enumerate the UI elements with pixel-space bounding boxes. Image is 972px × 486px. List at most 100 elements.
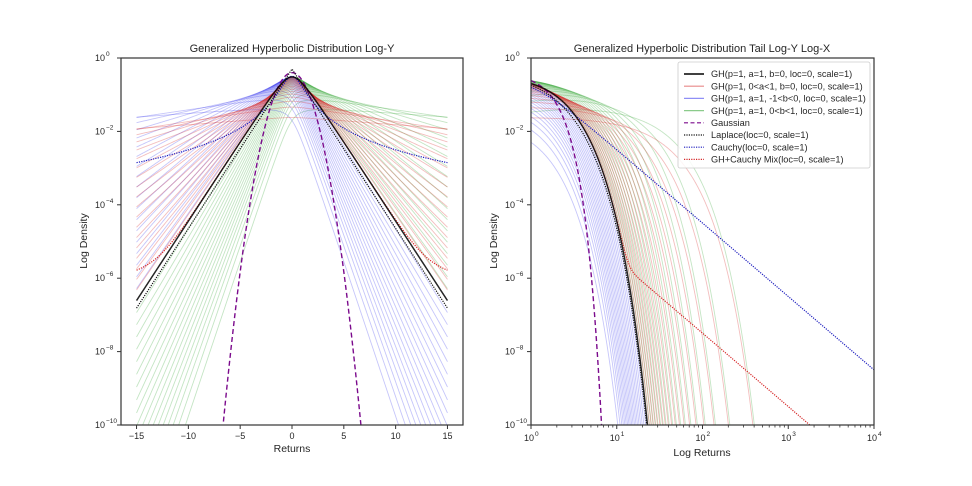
left-panel: Generalized Hyperbolic Distribution Log-… [78, 43, 464, 455]
left-gh-bpos-line-10 [142, 81, 448, 425]
left-gh-a-line-3 [136, 96, 448, 143]
left-x-tick-label: −5 [235, 431, 245, 441]
right-gh-a-line-4 [531, 95, 697, 425]
right-gh-bneg-line-16 [531, 121, 623, 425]
legend-label-gh-a: GH(p=1, 0<a<1, b=0, loc=0, scale=1) [711, 81, 863, 91]
right-cauchy-line [531, 86, 874, 371]
right-gh-bpos-line-8 [531, 80, 670, 425]
left-y-tick-label: 10 [95, 273, 105, 283]
left-gh-bpos-line-4 [136, 77, 448, 362]
right-x-tick-exponent: 3 [792, 431, 796, 438]
left-gh-bpos-line-13 [157, 85, 448, 425]
left-gh-bneg-line-18 [136, 109, 400, 425]
left-gh-base-line [135, 76, 449, 301]
right-gh-bneg-line-5 [531, 89, 638, 425]
left-gh-bpos-line-15 [167, 90, 448, 425]
left-gh-bneg-line-14 [136, 87, 422, 425]
right-gh-bpos-line-11 [531, 82, 682, 425]
right-y-tick-label: 10 [505, 200, 515, 210]
right-gh-bneg-line-6 [531, 91, 637, 425]
right-gh-bpos-line-4 [531, 80, 659, 425]
right-gh-bneg-line-2 [531, 85, 643, 425]
left-laplace-line [136, 67, 448, 309]
legend-label-gh-base: GH(p=1, a=1, b=0, loc=0, scale=1) [711, 69, 852, 79]
left-gh-a-line-12 [136, 81, 448, 228]
right-x-tick-exponent: 4 [878, 431, 882, 438]
left-y-tick-label: 10 [95, 347, 105, 357]
left-x-tick-label: 15 [442, 431, 452, 441]
right-gh-a-line-12 [531, 85, 663, 425]
right-gh-bneg-line-8 [531, 95, 634, 425]
left-gh-bneg-line-13 [136, 85, 427, 425]
right-gh-bpos-line-16 [531, 94, 716, 425]
legend-label-laplace: Laplace(loc=0, scale=1) [711, 130, 809, 140]
right-y-tick-exponent: −4 [516, 198, 524, 205]
left-gh-bneg-line-7 [136, 78, 448, 401]
legend-label-gaussian: Gaussian [711, 118, 750, 128]
left-y-axis-label: Log Density [78, 213, 90, 269]
right-gh-a-line-3 [531, 98, 705, 425]
left-gh-bneg-line-16 [136, 94, 412, 425]
left-y-tick-label: 10 [95, 53, 105, 63]
right-plot-area [531, 79, 874, 425]
right-gh-a-line-1 [531, 107, 729, 425]
left-gh-a-line-10 [136, 83, 448, 208]
left-x-ticks: −15 −10 −5 0 5 10 15 [129, 425, 452, 441]
right-gh-bneg-line-13 [531, 108, 627, 425]
right-gh-a-line-2 [531, 101, 715, 425]
left-x-tick-label: −15 [129, 431, 144, 441]
left-gh-a-line-9 [136, 84, 448, 198]
right-gh-bpos-line-7 [531, 80, 667, 425]
right-gh-bpos-line-13 [531, 85, 692, 425]
right-gh-a-line-8 [531, 88, 676, 425]
left-gh-a-line-15 [136, 78, 448, 259]
left-gh-bneg-line-11 [136, 82, 437, 425]
right-x-tick-exponent: 0 [535, 431, 539, 438]
left-gh-a-line-7 [136, 87, 448, 178]
right-gh-bneg-line-11 [531, 101, 630, 425]
left-gh-a-line-5 [136, 91, 448, 160]
left-gh-bpos-line-11 [147, 82, 448, 425]
right-gh-a-line-0 [531, 117, 754, 425]
left-gh-a-line-4 [136, 93, 448, 151]
legend-label-cauchy: Cauchy(loc=0, scale=1) [711, 142, 808, 152]
right-x-tick-label: 10 [867, 433, 877, 443]
left-gh-a-line-16 [136, 78, 448, 270]
right-gh-a-line-14 [531, 84, 658, 425]
left-x-tick-label: 0 [289, 431, 294, 441]
left-gh-a-line-0 [136, 117, 448, 130]
right-gh-bpos-line-1 [531, 81, 652, 425]
left-gh-a-line-13 [136, 80, 448, 238]
right-y-tick-exponent: −10 [516, 418, 527, 425]
left-plot-area [135, 67, 449, 425]
left-x-axis-label: Returns [274, 443, 311, 455]
left-gh-bpos-line-18 [184, 109, 448, 425]
legend-label-gh-bpos: GH(p=1, a=1, 0<b<1, loc=0, scale=1) [711, 106, 863, 116]
left-y-tick-label: 10 [95, 200, 105, 210]
right-x-tick-label: 10 [695, 433, 705, 443]
left-gh-bpos-line-3 [136, 76, 448, 350]
right-y-axis-label: Log Density [488, 213, 500, 269]
right-gh-bneg-line-7 [531, 93, 635, 425]
left-chart-title: Generalized Hyperbolic Distribution Log-… [190, 43, 395, 55]
left-gh-bneg-line-4 [136, 77, 448, 362]
right-gh-bpos-line-2 [531, 81, 654, 425]
right-y-tick-exponent: −6 [516, 271, 524, 278]
left-gh-bpos-line-12 [152, 83, 448, 425]
right-y-tick-label: 10 [505, 347, 515, 357]
left-gh-bpos-line-9 [136, 80, 448, 425]
right-y-tick-label: 10 [505, 420, 515, 430]
left-gh-a-line-8 [136, 85, 448, 188]
left-gaussian-line [222, 71, 362, 425]
right-chart-title: Generalized Hyperbolic Distribution Tail… [574, 43, 831, 55]
left-gh-bpos-line-8 [136, 79, 448, 414]
right-gh-bneg-line-14 [531, 111, 626, 425]
right-gh-bpos-line-3 [531, 80, 657, 425]
right-gh-bpos-line-9 [531, 81, 674, 425]
right-gh-bneg-line-18 [531, 141, 619, 425]
left-gh-bneg-line-6 [136, 78, 448, 388]
right-gh-a-line-5 [531, 93, 691, 425]
left-gh-a-line-17 [136, 77, 448, 280]
